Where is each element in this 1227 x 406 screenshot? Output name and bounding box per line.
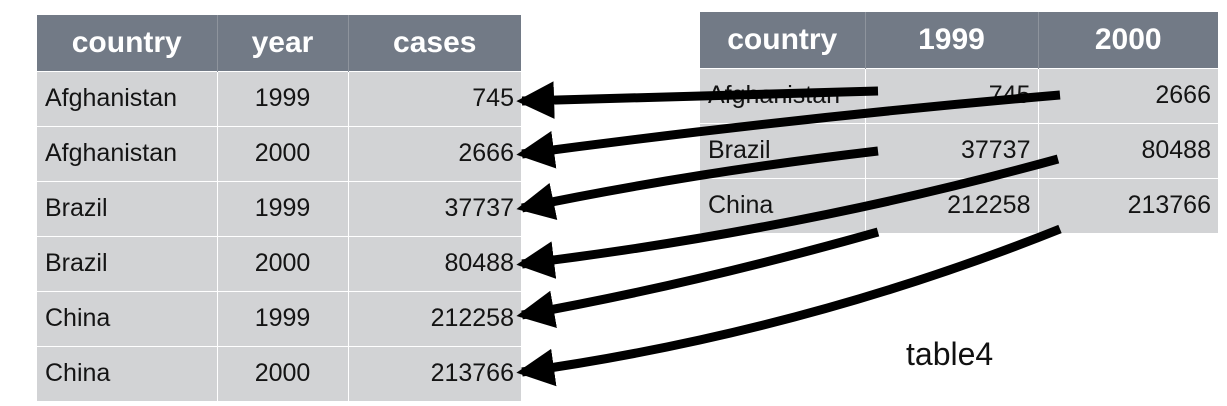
tidy-header-year: year — [217, 15, 349, 71]
tidy-cell-cases: 80488 — [348, 235, 521, 291]
tidy-header-row: country year cases — [37, 15, 521, 71]
wide-table: country 1999 2000 Afghanistan 745 2666 B… — [700, 12, 1218, 233]
wide-cell-country: Afghanistan — [700, 67, 866, 123]
tidy-cell-cases: 37737 — [348, 180, 521, 236]
tidy-cell-country: Afghanistan — [37, 125, 218, 181]
tidy-cell-country: China — [37, 290, 218, 346]
tidy-table: country year cases Afghanistan 1999 745 … — [37, 15, 521, 401]
tidy-cell-country: Brazil — [37, 180, 218, 236]
tidy-cell-cases: 2666 — [348, 125, 521, 181]
tidy-cell-country: Afghanistan — [37, 70, 218, 126]
table-row: Brazil 37737 80488 — [700, 122, 1218, 178]
table-row: Afghanistan 1999 745 — [37, 70, 521, 126]
table-row: Brazil 2000 80488 — [37, 235, 521, 291]
tidy-cell-year: 2000 — [217, 345, 349, 401]
tidy-header-cases: cases — [348, 15, 521, 71]
tidy-cell-cases: 213766 — [348, 345, 521, 401]
wide-cell-1999: 37737 — [865, 122, 1039, 178]
tidy-cell-country: Brazil — [37, 235, 218, 291]
tidy-header-country: country — [37, 15, 218, 71]
wide-header-1999: 1999 — [865, 12, 1039, 68]
table-row: Brazil 1999 37737 — [37, 180, 521, 236]
wide-cell-2000: 213766 — [1038, 177, 1218, 233]
wide-cell-country: Brazil — [700, 122, 866, 178]
wide-cell-2000: 2666 — [1038, 67, 1218, 123]
table-row: China 2000 213766 — [37, 345, 521, 401]
tidy-cell-year: 1999 — [217, 70, 349, 126]
table-row: China 1999 212258 — [37, 290, 521, 346]
tidy-cell-cases: 745 — [348, 70, 521, 126]
table-row: Afghanistan 745 2666 — [700, 67, 1218, 123]
tidy-cell-year: 2000 — [217, 125, 349, 181]
wide-header-country: country — [700, 12, 866, 68]
tidy-cell-year: 1999 — [217, 290, 349, 346]
tidy-cell-country: China — [37, 345, 218, 401]
table-row: Afghanistan 2000 2666 — [37, 125, 521, 181]
wide-cell-1999: 212258 — [865, 177, 1039, 233]
wide-cell-country: China — [700, 177, 866, 233]
caption-table4: table4 — [906, 336, 994, 372]
wide-header-row: country 1999 2000 — [700, 12, 1218, 68]
arrow-china-1999 — [516, 227, 880, 328]
wide-cell-2000: 80488 — [1038, 122, 1218, 178]
table-row: China 212258 213766 — [700, 177, 1218, 233]
tidy-cell-cases: 212258 — [348, 290, 521, 346]
tidy-cell-year: 1999 — [217, 180, 349, 236]
tidy-cell-year: 2000 — [217, 235, 349, 291]
wide-cell-1999: 745 — [865, 67, 1039, 123]
wide-header-2000: 2000 — [1038, 12, 1218, 68]
